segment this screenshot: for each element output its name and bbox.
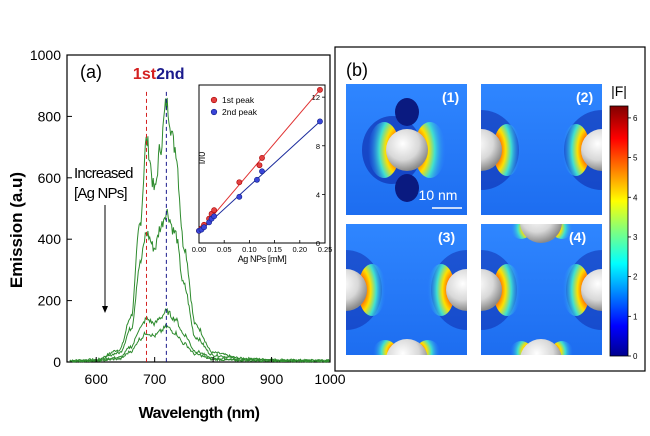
- nanoparticle: [481, 269, 502, 311]
- inset-point-1: [259, 155, 265, 161]
- y-axis-title: Emission (a.u): [7, 172, 26, 288]
- nanoparticle: [386, 129, 428, 171]
- peak-label-2: 2nd: [156, 66, 184, 83]
- colorbar-tick-label: 5: [633, 154, 638, 163]
- inset-x-tick-label: 0.00: [192, 245, 207, 254]
- nanoparticle: [581, 269, 602, 311]
- x-tick-label: 800: [201, 371, 225, 387]
- inset-point-2: [201, 224, 207, 231]
- colorbar-ticks: 0 1 2 3 4 5 6: [628, 114, 638, 361]
- colorbar-tick-label: 3: [633, 233, 638, 242]
- nanoparticle: [481, 129, 502, 171]
- field-map-3: [346, 224, 467, 355]
- inset-point-1: [317, 86, 323, 93]
- scale-bar-label: 10 nm: [419, 187, 458, 203]
- fit-line-1: [198, 89, 321, 233]
- x-tick-label: 1000: [314, 371, 345, 387]
- subpanel-1-label: (1): [442, 89, 459, 105]
- inset-point-2: [259, 168, 265, 175]
- fit-line-2: [198, 121, 321, 233]
- nanoparticle: [520, 339, 562, 355]
- field-maps-panel: (b) (1) 10 nm (2): [334, 46, 646, 372]
- nanoparticle: [581, 129, 602, 171]
- legend-marker-1st: [210, 96, 218, 104]
- field-map-2: [481, 84, 602, 215]
- inset-point-2: [211, 213, 218, 220]
- x-tick-label: 700: [143, 371, 167, 387]
- field-map-1: [346, 84, 467, 215]
- colorbar-tick-label: 4: [633, 193, 638, 202]
- x-tick-label: 900: [260, 371, 284, 387]
- y-tick-label: 400: [38, 231, 62, 247]
- x-tick-label: 600: [85, 371, 109, 387]
- inset-point-2: [236, 193, 243, 200]
- colorbar-tick-label: 2: [633, 273, 638, 282]
- y-tick-label: 800: [38, 108, 62, 124]
- nanoparticle: [446, 269, 467, 311]
- inset-legend: 1st peak 2nd peak: [210, 95, 258, 117]
- panel-a-label: (a): [80, 62, 102, 82]
- y-tick-label: 0: [53, 354, 61, 370]
- emission-line-4: [69, 323, 330, 364]
- colorbar-title: |F|: [611, 83, 627, 99]
- nanoparticle: [386, 339, 428, 355]
- increase-arrow-head: [102, 306, 108, 313]
- colorbar-tick-label: 0: [633, 352, 638, 361]
- nanoparticle: [520, 224, 562, 243]
- inset-x-tick-label: 0.10: [242, 245, 257, 254]
- legend-label-1st: 1st peak: [222, 95, 255, 105]
- colorbar-tick-label: 6: [633, 114, 638, 123]
- subpanel-3-label: (3): [438, 229, 455, 245]
- inset-point-2: [254, 176, 260, 183]
- field-map-4: [481, 224, 602, 355]
- inset-x-tick-label: 0.15: [267, 245, 282, 254]
- inset-x-tick-label: 0.05: [217, 245, 232, 254]
- panel-b-label: (b): [346, 60, 368, 80]
- inset-point-2: [317, 118, 323, 125]
- inset-point-1: [256, 162, 263, 169]
- subpanel-2-label: (2): [576, 89, 593, 105]
- inset-y-tick-label: 12: [312, 93, 320, 102]
- inset-y-tick-label: 4: [316, 190, 320, 199]
- annotation-line2: [Ag NPs]: [74, 185, 127, 202]
- legend-marker-2nd: [210, 108, 218, 116]
- inset-x-tick-label: 0.20: [292, 245, 307, 254]
- y-tick-label: 200: [38, 293, 62, 309]
- legend-label-2nd: 2nd peak: [222, 107, 258, 117]
- inset-y-tick-label: 8: [316, 142, 320, 151]
- annotation-line1: Increased: [74, 165, 133, 182]
- y-tick-label: 600: [38, 170, 62, 186]
- inset-x-tick-label: 0.25: [318, 245, 333, 254]
- x-axis-title: Wavelength (nm): [139, 405, 260, 422]
- nanoparticle: [346, 269, 367, 311]
- inset-y-title: I/I0: [197, 152, 207, 165]
- plot-frame: [66, 54, 331, 363]
- inset-x-title: Ag NPs [mM]: [238, 254, 287, 264]
- inset-y-tick-label: 0: [316, 239, 320, 248]
- peak-label-1: 1st: [133, 66, 157, 83]
- subpanel-4-label: (4): [569, 229, 586, 245]
- inset-point-1: [211, 207, 218, 214]
- emission-chart: 1st 2nd 600 700 800 900 1000 0 200 400 600 800 1000…: [7, 47, 346, 422]
- inset-point-1: [236, 179, 243, 186]
- colorbar-tick-label: 1: [633, 312, 638, 321]
- inset-chart: 0.00 0.05 0.10 0.15 0.20 0.250 4 8 12 1st peak 2…: [192, 84, 333, 264]
- y-tick-label: 1000: [30, 47, 61, 63]
- colorbar: [609, 105, 629, 357]
